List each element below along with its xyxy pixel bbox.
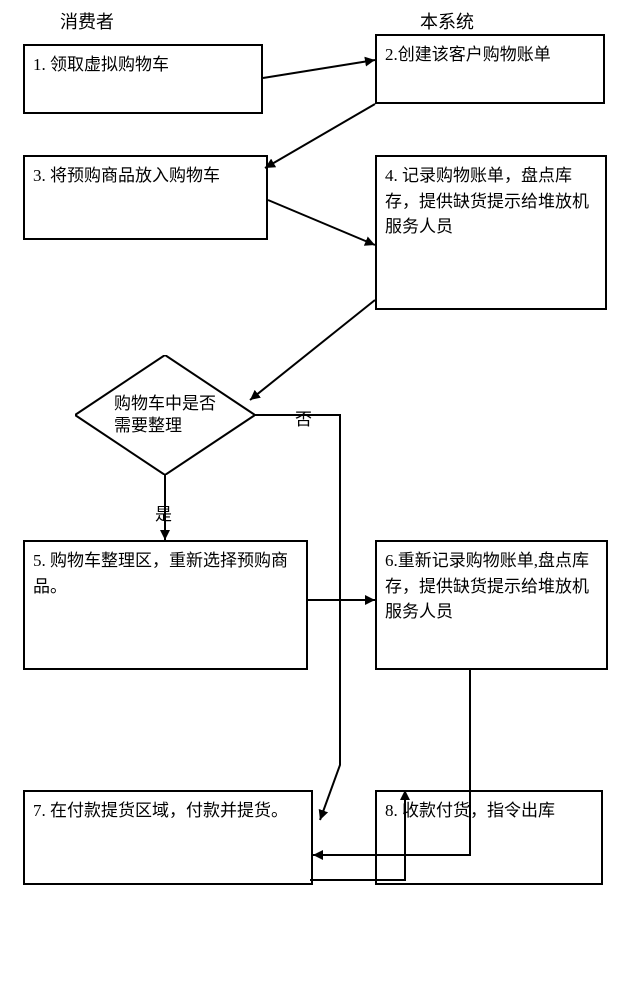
decision-label: 购物车中是否需要整理 (114, 393, 216, 437)
step-6-box: 6.重新记录购物账单,盘点库存，提供缺货提示给堆放机服务人员 (375, 540, 608, 670)
step-7-box: 7. 在付款提货区域，付款并提货。 (23, 790, 313, 885)
branch-no-label: 否 (295, 405, 312, 430)
step-2-box: 2.创建该客户购物账单 (375, 34, 605, 104)
header-system: 本系统 (420, 8, 474, 34)
step-4-box: 4. 记录购物账单，盘点库存，提供缺货提示给堆放机服务人员 (375, 155, 607, 310)
decision-diamond: 购物车中是否需要整理 (75, 355, 255, 475)
step-5-box: 5. 购物车整理区，重新选择预购商品。 (23, 540, 308, 670)
header-consumer: 消费者 (60, 8, 114, 34)
branch-yes-label: 是 (155, 500, 172, 525)
step-3-box: 3. 将预购商品放入购物车 (23, 155, 268, 240)
step-1-box: 1. 领取虚拟购物车 (23, 44, 263, 114)
step-8-box: 8. 收款付货，指令出库 (375, 790, 603, 885)
